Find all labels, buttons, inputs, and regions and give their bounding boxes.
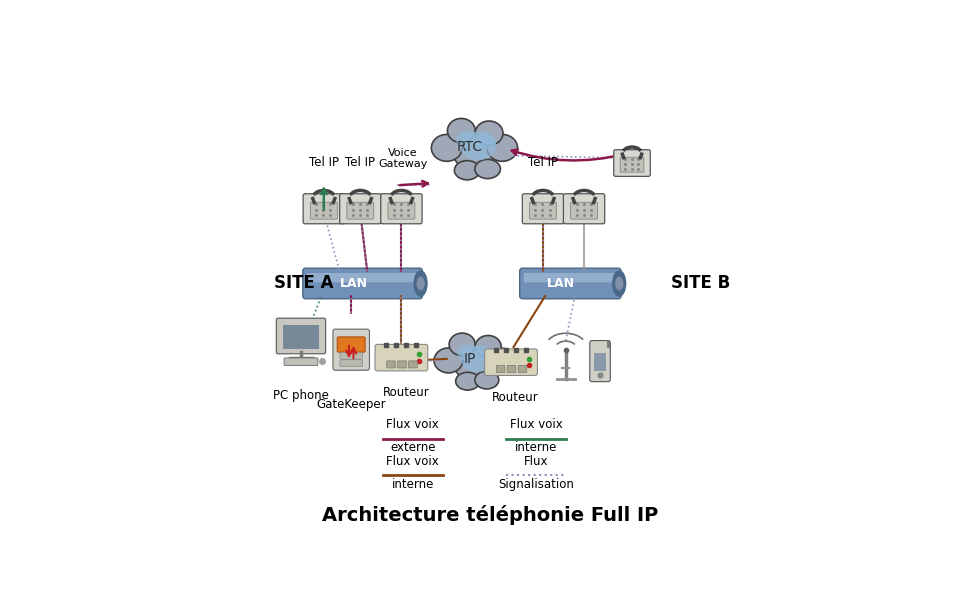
Text: Flux: Flux [523, 455, 548, 468]
FancyBboxPatch shape [523, 194, 564, 224]
Ellipse shape [453, 132, 497, 170]
Text: GateKeeper: GateKeeper [317, 398, 386, 410]
Ellipse shape [449, 333, 476, 356]
Text: IP: IP [464, 352, 476, 366]
Text: Architecture téléphonie Full IP: Architecture téléphonie Full IP [323, 505, 658, 525]
FancyBboxPatch shape [594, 353, 606, 371]
FancyBboxPatch shape [497, 365, 505, 372]
Ellipse shape [486, 348, 515, 373]
Ellipse shape [612, 271, 626, 296]
Ellipse shape [460, 345, 495, 372]
Ellipse shape [432, 135, 462, 161]
FancyBboxPatch shape [302, 268, 422, 299]
Text: interne: interne [391, 477, 434, 490]
Ellipse shape [487, 135, 518, 161]
FancyBboxPatch shape [564, 194, 605, 224]
Ellipse shape [344, 218, 377, 224]
Text: Tel IP: Tel IP [528, 157, 558, 170]
FancyBboxPatch shape [340, 194, 381, 224]
Ellipse shape [454, 346, 495, 381]
Text: Voice
Gateway: Voice Gateway [378, 148, 428, 170]
Ellipse shape [414, 271, 427, 296]
FancyBboxPatch shape [529, 202, 556, 219]
FancyBboxPatch shape [484, 349, 538, 375]
FancyBboxPatch shape [303, 194, 345, 224]
Ellipse shape [475, 160, 501, 178]
FancyBboxPatch shape [409, 361, 417, 368]
Ellipse shape [416, 276, 425, 291]
FancyBboxPatch shape [277, 318, 325, 354]
FancyBboxPatch shape [523, 273, 617, 282]
FancyBboxPatch shape [398, 361, 407, 368]
FancyBboxPatch shape [340, 360, 363, 366]
Ellipse shape [618, 171, 646, 176]
Text: Flux voix: Flux voix [510, 419, 563, 432]
FancyBboxPatch shape [387, 361, 395, 368]
FancyBboxPatch shape [284, 358, 318, 365]
Text: Flux voix: Flux voix [387, 455, 439, 468]
Text: Tel IP: Tel IP [309, 157, 339, 170]
Ellipse shape [476, 133, 496, 149]
FancyBboxPatch shape [507, 365, 516, 372]
Text: SITE B: SITE B [671, 275, 730, 292]
Ellipse shape [455, 161, 480, 180]
Text: Tel IP: Tel IP [345, 157, 375, 170]
FancyBboxPatch shape [282, 324, 320, 349]
FancyBboxPatch shape [613, 149, 650, 176]
FancyBboxPatch shape [337, 337, 366, 352]
Text: SITE A: SITE A [274, 275, 333, 292]
FancyBboxPatch shape [340, 352, 363, 359]
Ellipse shape [448, 119, 476, 143]
FancyBboxPatch shape [388, 202, 415, 219]
Ellipse shape [456, 130, 478, 148]
Ellipse shape [457, 345, 478, 361]
Text: RTC: RTC [456, 139, 483, 154]
FancyBboxPatch shape [333, 329, 369, 370]
FancyBboxPatch shape [519, 365, 526, 372]
FancyBboxPatch shape [570, 202, 597, 219]
FancyBboxPatch shape [381, 194, 422, 224]
FancyBboxPatch shape [620, 157, 644, 172]
Ellipse shape [476, 121, 503, 145]
FancyBboxPatch shape [375, 345, 428, 371]
Ellipse shape [460, 132, 497, 160]
Ellipse shape [434, 348, 463, 373]
FancyBboxPatch shape [520, 268, 621, 299]
Ellipse shape [615, 276, 623, 291]
Text: LAN: LAN [547, 277, 575, 290]
Text: Flux voix: Flux voix [387, 419, 439, 432]
Text: PC phone: PC phone [273, 388, 329, 401]
Text: Routeur: Routeur [383, 386, 430, 399]
FancyBboxPatch shape [307, 273, 418, 282]
Ellipse shape [526, 218, 559, 224]
Text: Routeur: Routeur [492, 391, 539, 404]
FancyBboxPatch shape [310, 202, 337, 219]
Ellipse shape [476, 347, 495, 362]
Ellipse shape [568, 218, 600, 224]
Text: LAN: LAN [340, 277, 367, 290]
FancyBboxPatch shape [590, 340, 611, 382]
Ellipse shape [307, 218, 340, 224]
Text: interne: interne [515, 441, 557, 454]
Ellipse shape [385, 218, 418, 224]
FancyBboxPatch shape [346, 202, 374, 219]
Text: Signalisation: Signalisation [499, 477, 574, 490]
Ellipse shape [476, 336, 501, 358]
Text: externe: externe [390, 441, 435, 454]
Ellipse shape [456, 372, 479, 390]
Ellipse shape [475, 371, 499, 389]
